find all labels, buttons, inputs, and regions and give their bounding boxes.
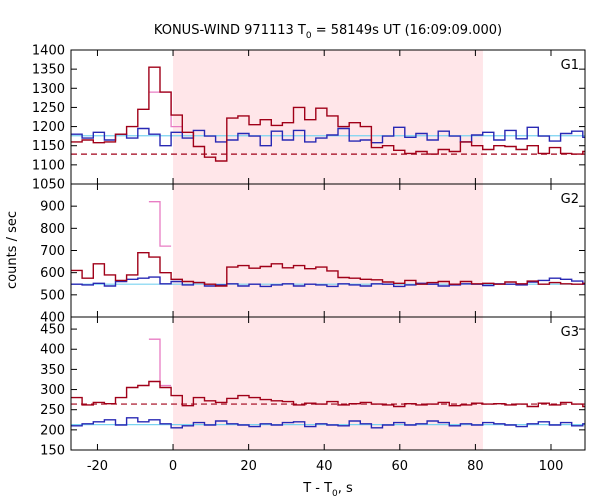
y-tick-label: 400 [40,311,65,326]
panel-label-g2: G2 [561,192,579,207]
series-blue-g1 [71,126,585,147]
series-dark-red-g2 [71,252,585,287]
series-pink-g2 [148,201,172,247]
y-tick-label: 250 [40,403,65,418]
y-tick-label: 1100 [32,158,65,173]
panel-frame-g3 [70,316,586,451]
y-tick-label: 400 [40,343,65,358]
y-tick-label: 300 [40,383,65,398]
y-tick-label: 500 [40,288,65,303]
series-dark-red-g3 [71,380,585,408]
y-tick-label: 1400 [32,44,65,59]
series-blue-g3 [71,417,585,429]
x-tick-label: 40 [316,459,333,474]
shaded-interval-g2 [173,184,483,317]
y-tick-label: 1350 [32,63,65,78]
x-tick-label: -20 [87,459,108,474]
y-tick-label: 1250 [32,101,65,116]
y-tick-label: 150 [40,444,65,459]
panel-label-g3: G3 [561,325,579,340]
x-tick-label: 60 [392,459,409,474]
x-axis-label: T - T0, s [302,481,353,499]
y-tick-label: 1300 [32,82,65,97]
y-tick-label: 800 [40,222,65,237]
y-tick-label: 600 [40,266,65,281]
y-tick-label: 200 [40,423,65,438]
shaded-interval-g3 [173,317,483,450]
panels-group: 10501100115012001250130013501400G1400500… [32,44,586,474]
y-axis-label: counts / sec [5,211,20,289]
y-tick-label: 700 [40,244,65,259]
y-tick-label: 1150 [32,139,65,154]
shaded-interval-g1 [173,50,483,184]
y-tick-label: 1050 [32,178,65,193]
series-dark-red-g1 [71,66,585,162]
chart-title: KONUS-WIND 971113 T0 = 58149s UT (16:09:… [154,23,502,41]
y-tick-label: 1200 [32,120,65,135]
y-tick-label: 350 [40,363,65,378]
x-tick-label: 20 [240,459,257,474]
panel-label-g1: G1 [561,58,579,73]
series-pink-g3 [148,338,172,387]
x-tick-label: 100 [539,459,564,474]
x-tick-label: 80 [467,459,484,474]
x-tick-label: 0 [169,459,177,474]
y-tick-label: 450 [40,323,65,338]
y-tick-label: 900 [40,200,65,215]
